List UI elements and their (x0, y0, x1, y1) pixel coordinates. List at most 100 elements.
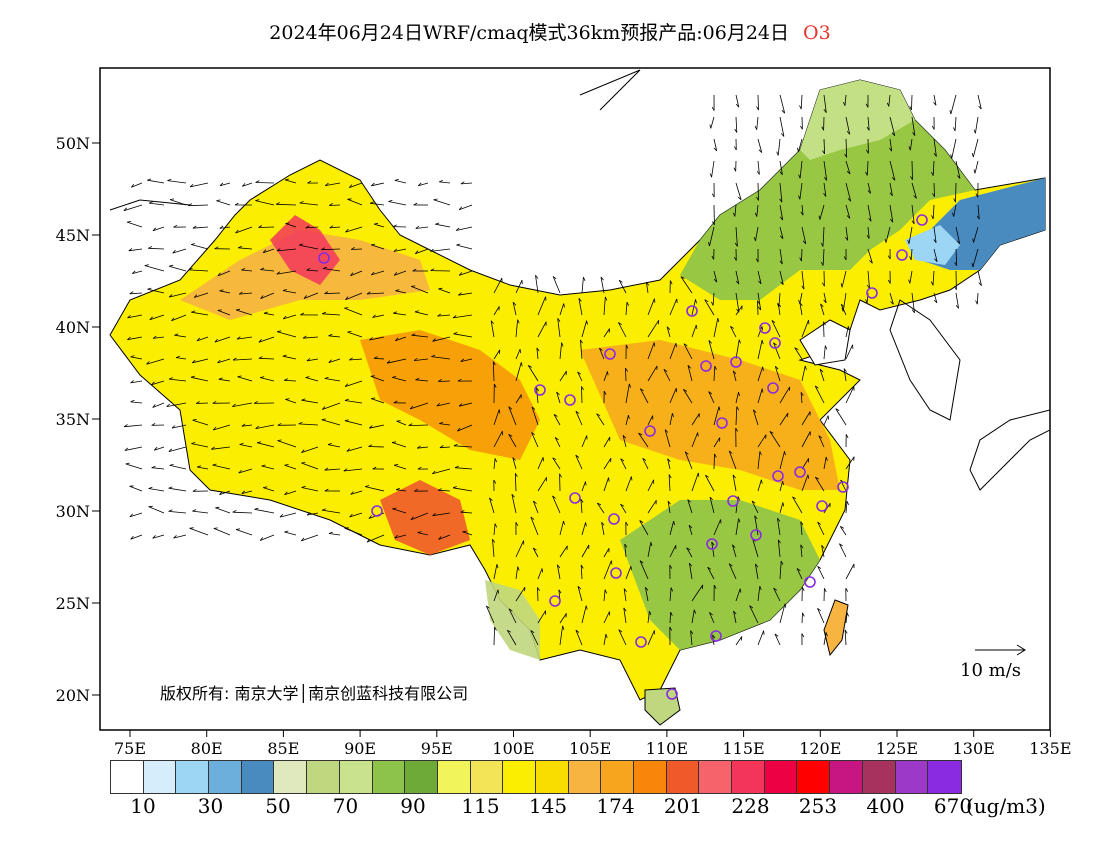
wind-arrow-head (823, 176, 828, 181)
wind-arrow-head (169, 264, 174, 267)
wind-arrow-head (704, 299, 709, 303)
wind-arrow (972, 248, 979, 268)
wind-arrow (532, 547, 539, 558)
wind-arrow-head (605, 633, 608, 639)
wind-arrow (799, 160, 803, 179)
city-marker (767, 382, 779, 394)
wind-arrow (623, 588, 627, 602)
wind-scale-label: 10 m/s (960, 660, 1021, 681)
colorbar-cell (830, 761, 863, 793)
wind-arrow-head (494, 458, 498, 463)
wind-arrow (757, 138, 763, 153)
wind-arrow-head (255, 180, 260, 183)
wind-arrow (188, 204, 209, 207)
wind-arrow-head (298, 421, 303, 425)
wind-arrow-head (263, 486, 268, 488)
wind-arrow (933, 94, 937, 106)
wind-arrow-head (260, 267, 265, 270)
wind-arrow (147, 288, 165, 294)
wind-arrow-head (344, 527, 349, 529)
wind-arrow (276, 248, 297, 252)
wind-arrow-head (492, 361, 496, 366)
wind-arrow (603, 371, 608, 382)
wind-arrow-head (411, 285, 416, 287)
wind-arrow (771, 320, 781, 338)
wind-arrow-head (232, 403, 236, 407)
wind-arrow (735, 182, 742, 200)
wind-arrow (508, 406, 517, 426)
wind-arrow (601, 522, 605, 536)
wind-arrow-head (889, 218, 894, 223)
wind-arrow-head (663, 368, 668, 372)
wind-arrow-head (260, 376, 265, 378)
wind-arrow (131, 182, 143, 188)
wind-arrow-head (276, 271, 281, 275)
wind-arrow-head (763, 630, 765, 635)
wind-arrow-head (215, 506, 220, 509)
wind-arrow (284, 179, 297, 184)
wind-arrow (176, 357, 187, 360)
wind-arrow-head (306, 268, 311, 271)
wind-arrow-head (797, 147, 799, 152)
colorbar-cell (535, 761, 569, 793)
wind-arrow-head (173, 535, 177, 539)
wind-arrow (680, 276, 693, 294)
wind-arrow-head (192, 488, 197, 492)
wind-arrow (493, 306, 500, 316)
wind-arrow-head (196, 465, 202, 468)
longitude-ticks: 75E 80E 85E 90E 95E 100E 105E 110E 115E 120E 125E 1… (114, 730, 1072, 758)
wind-arrow-head (738, 518, 741, 523)
wind-arrow-head (780, 560, 784, 565)
wind-arrow-head (344, 419, 349, 422)
wind-arrow-head (262, 249, 267, 253)
wind-arrow-head (782, 481, 784, 486)
wind-arrow-head (820, 303, 824, 307)
wind-arrow-head (952, 212, 955, 217)
wind-arrow (955, 292, 959, 309)
wind-arrow-head (820, 242, 824, 247)
wind-arrow-head (213, 527, 218, 529)
wind-arrow-head (284, 178, 289, 181)
wind-arrow (845, 326, 849, 338)
wind-arrow (213, 424, 231, 431)
wind-arrow-head (737, 196, 742, 201)
wind-arrow-head (196, 337, 201, 342)
wind-arrow (217, 310, 231, 316)
wind-arrow (976, 292, 979, 305)
wind-arrow-head (151, 381, 155, 385)
wind-arrow (757, 586, 761, 602)
wind-arrow-head (366, 291, 371, 295)
wind-arrow-head (642, 457, 647, 461)
wind-arrow-head (887, 255, 891, 260)
wind-arrow (669, 342, 677, 360)
colorbar-cell (503, 761, 536, 793)
wind-arrow (691, 609, 695, 624)
wind-arrow-head (285, 222, 290, 224)
wind-arrow (349, 358, 363, 361)
wind-arrow-head (349, 513, 353, 518)
colorbar-cell (862, 761, 896, 793)
wind-arrow-head (618, 279, 623, 283)
wind-arrow (415, 248, 429, 255)
wind-arrow-head (846, 215, 851, 219)
wind-arrow (284, 464, 297, 470)
wind-arrow-head (212, 400, 217, 404)
wind-arrow (148, 488, 165, 492)
wind-arrow-head (739, 588, 742, 593)
wind-arrow-head (824, 345, 828, 350)
wind-arrow-head (933, 153, 937, 157)
wind-arrow-head (817, 607, 821, 612)
wind-arrow (581, 435, 588, 448)
wind-arrow-head (732, 544, 736, 548)
wind-arrow (647, 365, 658, 382)
wind-arrow-head (392, 507, 397, 510)
wind-arrow (773, 587, 781, 602)
wind-arrow-head (241, 423, 246, 427)
wind-arrow (581, 386, 583, 404)
wind-arrow (368, 446, 385, 448)
wind-arrow-head (238, 291, 243, 295)
wind-arrow-head (884, 238, 887, 243)
wind-arrow-head (840, 303, 845, 308)
wind-arrow (752, 538, 759, 558)
wind-arrow-head (580, 564, 584, 569)
